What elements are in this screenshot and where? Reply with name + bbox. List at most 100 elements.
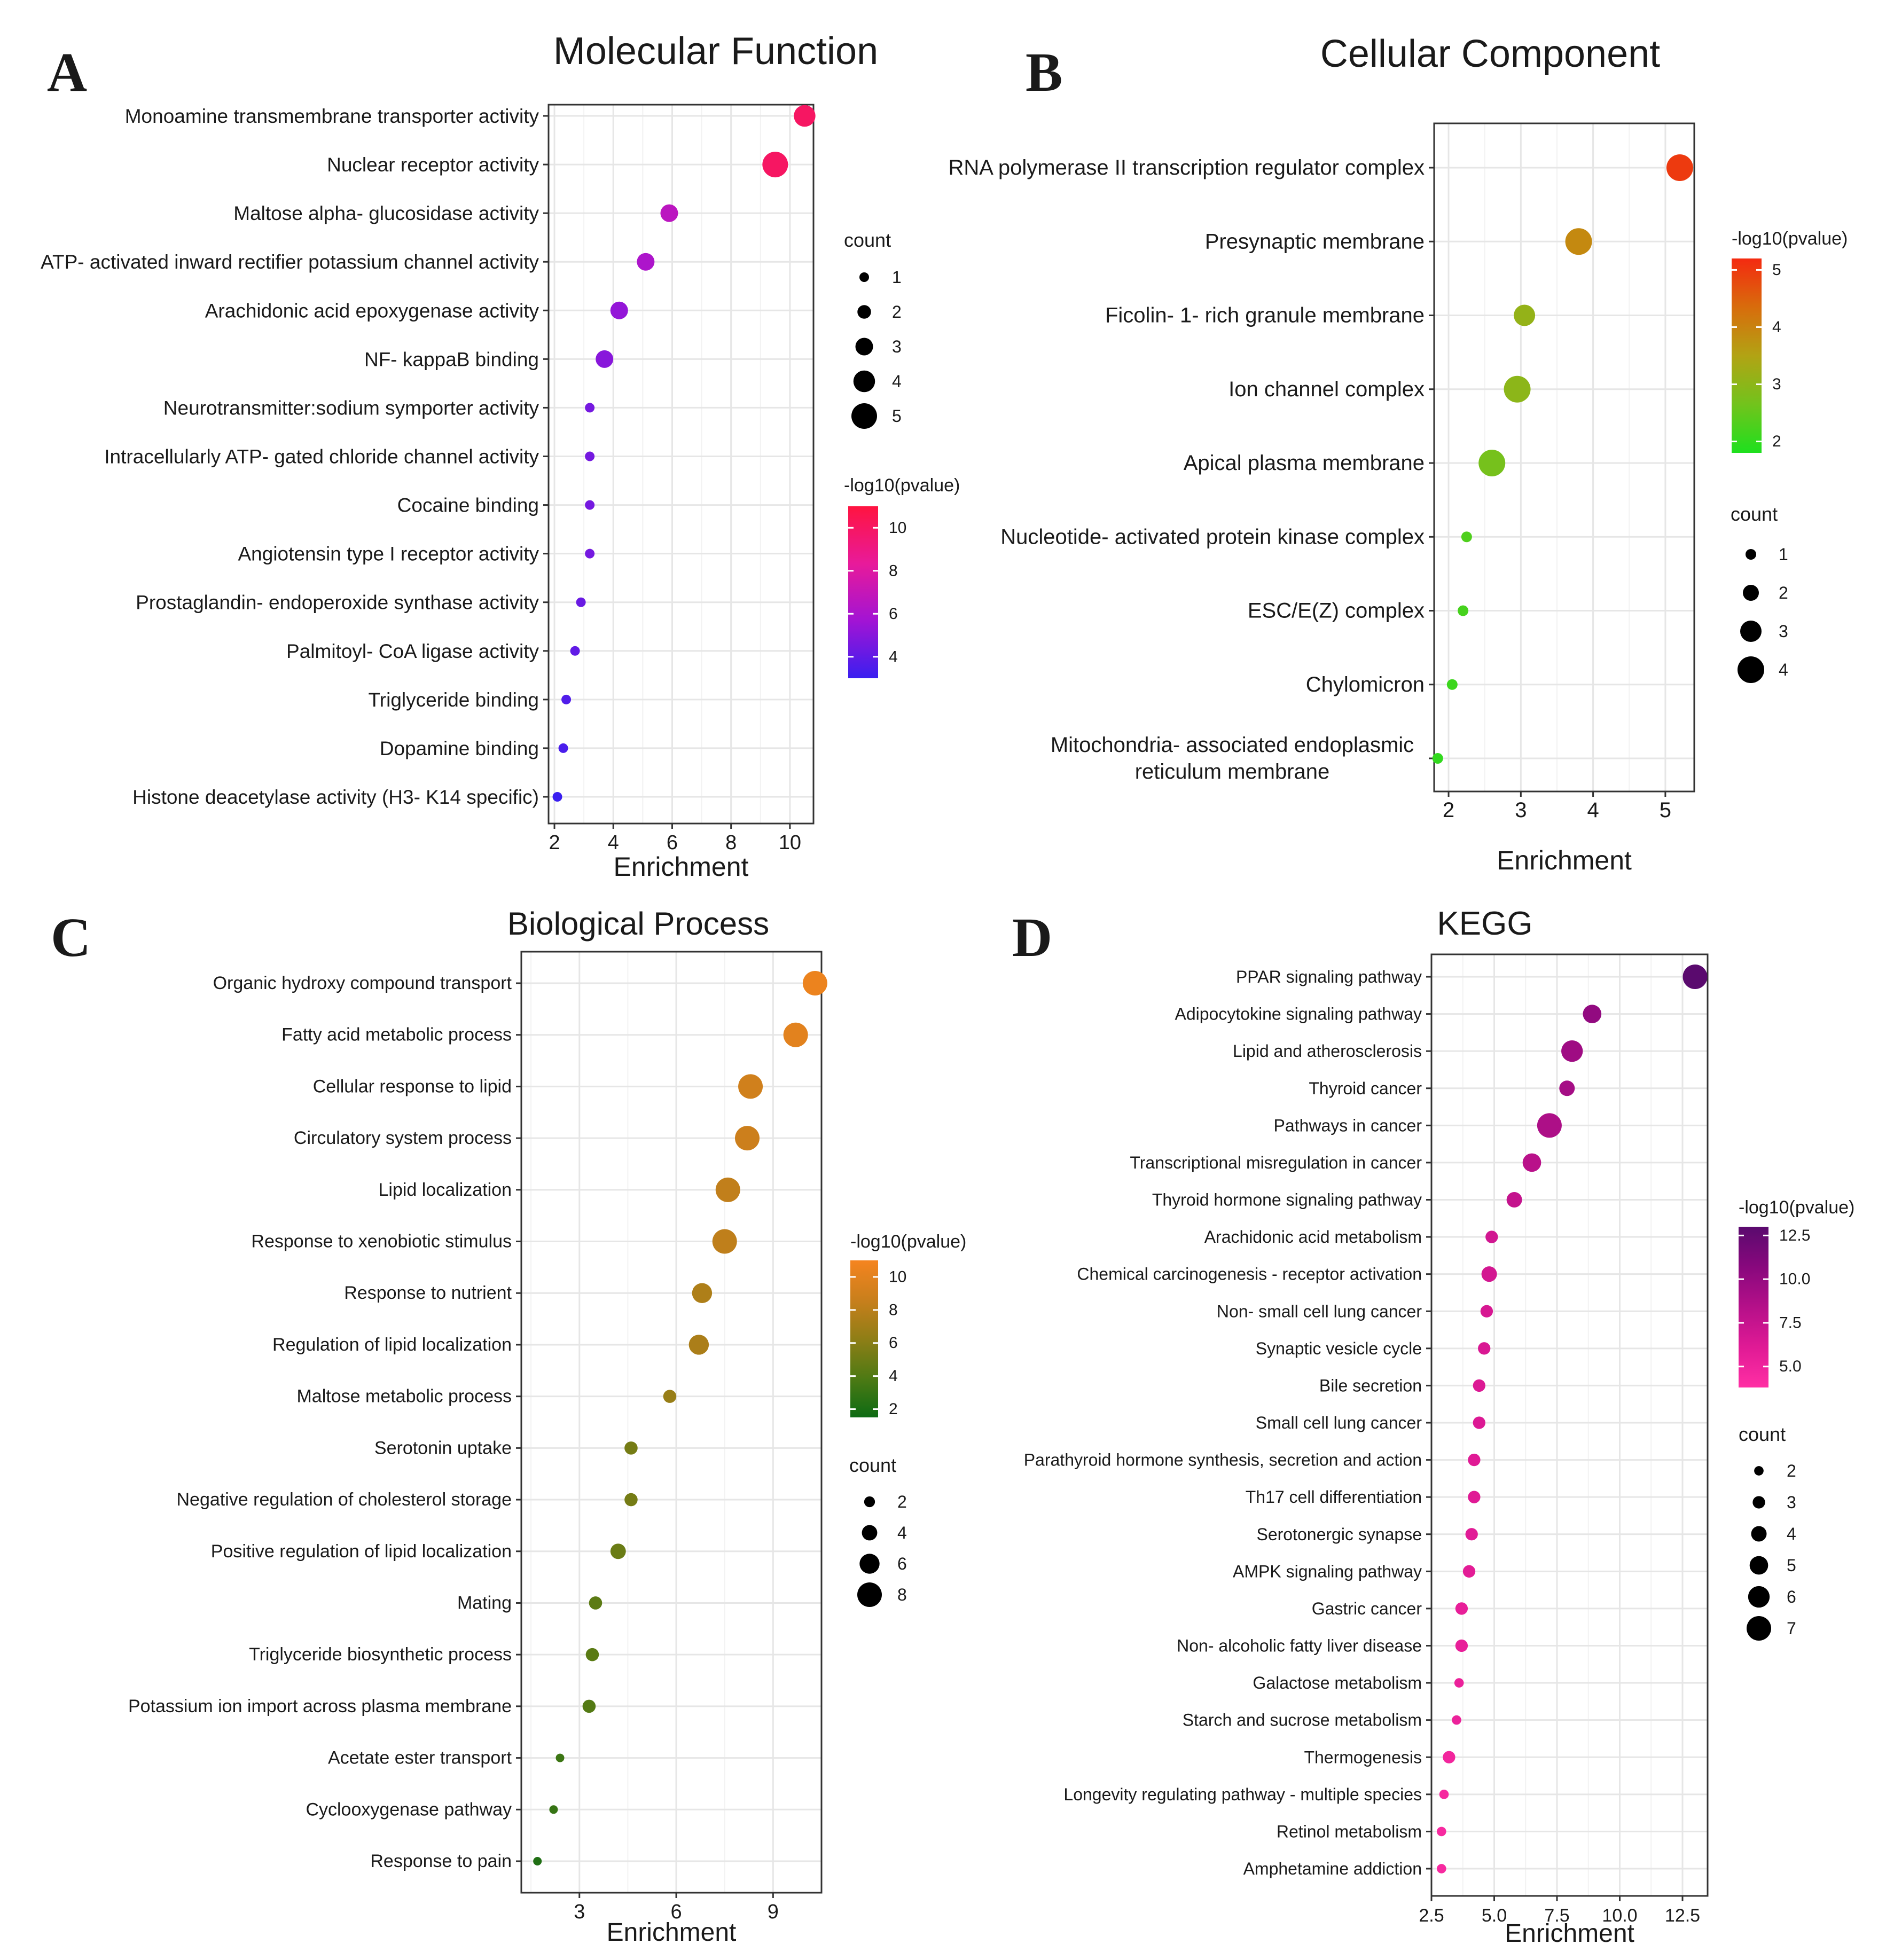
point-organic-hydroxy-compound-transport [802, 971, 827, 995]
point-small-cell-lung-cancer [1473, 1416, 1485, 1429]
size-legend-dot [1751, 1526, 1767, 1542]
y-tick-label: Palmitoyl- CoA ligase activity [286, 640, 539, 662]
y-tick-label: Adipocytokine signaling pathway [1175, 1005, 1422, 1024]
size-legend-dot [1748, 1586, 1770, 1608]
plot-area [521, 952, 821, 1893]
point-maltose-metabolic-process [663, 1390, 677, 1403]
x-axis-label: Enrichment [1505, 1919, 1634, 1948]
point-gastric-cancer [1455, 1602, 1468, 1615]
y-tick-label: Organic hydroxy compound transport [213, 973, 512, 993]
point-response-to-xenobiotic-stimulus [712, 1229, 737, 1254]
y-tick-label: AMPK signaling pathway [1233, 1562, 1422, 1581]
point-nucleotide-activated-protein-kinase-complex [1461, 531, 1472, 543]
color-bar-label: 4 [889, 1367, 898, 1385]
y-tick-label: Fatty acid metabolic process [281, 1025, 512, 1045]
panel-letter: B [1026, 42, 1062, 103]
point-angiotensin-type-i-receptor-activity [585, 548, 595, 559]
point-histone-deacetylase-activity-h3-k14-specific [552, 792, 562, 802]
size-legend-dot [1754, 1466, 1764, 1476]
point-nuclear-receptor-activity [762, 152, 788, 178]
point-circulatory-system-process [735, 1126, 760, 1151]
point-chemical-carcinogenesis-receptor-activation [1481, 1266, 1497, 1282]
color-bar [848, 506, 878, 678]
size-legend-title: count [844, 229, 891, 251]
color-bar-label: 2 [1772, 433, 1781, 450]
y-tick-label: Arachidonic acid metabolism [1204, 1227, 1422, 1246]
y-tick-label: Nucleotide- activated protein kinase com… [1000, 525, 1425, 548]
y-tick-label: ESC/E(Z) complex [1248, 599, 1425, 623]
y-tick-label: Regulation of lipid localization [272, 1335, 512, 1355]
size-legend-label: 8 [897, 1585, 907, 1604]
grid [1434, 123, 1694, 791]
y-tick-label: Bile secretion [1319, 1376, 1422, 1395]
y-tick-label: Cellular response to lipid [313, 1076, 512, 1096]
point-non-alcoholic-fatty-liver-disease [1455, 1639, 1468, 1652]
point-rna-polymerase-ii-transcription-regulator-complex [1666, 154, 1693, 181]
point-non-small-cell-lung-cancer [1480, 1305, 1493, 1318]
size-legend-dot [1743, 585, 1759, 601]
point-serotonin-uptake [624, 1441, 638, 1455]
color-bar [1739, 1227, 1768, 1387]
panel-a: A Molecular Function Monoamine transmembra… [41, 30, 960, 882]
point-th17-cell-differentiation [1468, 1491, 1481, 1503]
y-tick-label: Triglyceride biosynthetic process [249, 1644, 512, 1665]
point-palmitoyl-coa-ligase-activity [570, 646, 580, 656]
point-response-to-pain [533, 1857, 542, 1865]
y-tick-label: Gastric cancer [1312, 1599, 1422, 1618]
color-bar-label: 10 [889, 519, 906, 537]
point-neurotransmitter-sodium-symporter-activity [585, 403, 595, 413]
point-monoamine-transmembrane-transporter-activity [794, 105, 816, 127]
y-tick-label: Response to xenobiotic stimulus [251, 1232, 512, 1252]
x-tick-label: 10.0 [1602, 1906, 1637, 1926]
size-legend-label: 3 [1787, 1493, 1796, 1512]
size-legend-dot [851, 403, 877, 429]
x-axis-label: Enrichment [1497, 845, 1632, 875]
size-legend-dot [857, 1582, 882, 1607]
point-ficolin-1-rich-granule-membrane [1514, 304, 1536, 326]
point-triglyceride-biosynthetic-process [585, 1648, 599, 1661]
x-tick-label: 10 [779, 832, 801, 854]
point-negative-regulation-of-cholesterol-storage [624, 1493, 638, 1507]
size-legend-label: 5 [1787, 1556, 1796, 1575]
y-tick-label: Angiotensin type I receptor activity [238, 543, 539, 565]
y-tick-label: Parathyroid hormone synthesis, secretion… [1024, 1451, 1422, 1470]
point-intracellularly-atp-gated-chloride-channel-activity [585, 451, 595, 461]
chart-title: Biological Process [507, 906, 769, 942]
point-nf-kappab-binding [596, 350, 614, 368]
x-tick-label: 8 [725, 832, 737, 854]
y-tick-label: Maltose alpha- glucosidase activity [233, 202, 539, 224]
point-cellular-response-to-lipid [738, 1074, 763, 1099]
point-esc-e-z-complex [1458, 605, 1469, 616]
point-dopamine-binding [558, 743, 568, 753]
size-legend-label: 2 [1779, 583, 1788, 602]
y-tick-label: Chylomicron [1306, 673, 1425, 696]
y-tick-label: Non- alcoholic fatty liver disease [1177, 1636, 1422, 1656]
point-ppar-signaling-pathway [1682, 965, 1708, 989]
y-tick-label: Monoamine transmembrane transporter acti… [125, 105, 539, 127]
y-tick-label: Cyclooxygenase pathway [306, 1799, 512, 1820]
color-bar-label: 2 [889, 1400, 898, 1418]
y-tick-label: Amphetamine addiction [1243, 1859, 1422, 1878]
size-legend-label: 3 [892, 337, 902, 356]
size-legend-dot [859, 272, 869, 282]
x-tick-label: 9 [768, 1901, 779, 1923]
y-tick-label: Mitochondria- associated endoplasmic reti… [1051, 733, 1414, 783]
point-transcriptional-misregulation-in-cancer [1522, 1153, 1541, 1172]
y-tick-label: Galactose metabolism [1253, 1673, 1422, 1692]
point-cyclooxygenase-pathway [549, 1805, 558, 1814]
y-tick-label: Synaptic vesicle cycle [1256, 1339, 1422, 1358]
size-legend-label: 2 [892, 302, 902, 322]
color-legend: -log10(pvalue) 2 4 6 8 10 [850, 1232, 966, 1418]
panel-letter: A [47, 42, 87, 103]
point-chylomicron [1446, 679, 1458, 690]
color-bar-label: 6 [889, 1334, 898, 1352]
point-thyroid-cancer [1559, 1080, 1575, 1096]
y-tick-label: Nuclear receptor activity [327, 154, 539, 176]
color-bar-label: 12.5 [1779, 1227, 1810, 1244]
y-tick-label: Negative regulation of cholesterol stora… [177, 1489, 512, 1510]
plot-border [547, 104, 815, 825]
point-triglyceride-binding [561, 694, 572, 704]
color-bar-label: 3 [1772, 375, 1781, 393]
